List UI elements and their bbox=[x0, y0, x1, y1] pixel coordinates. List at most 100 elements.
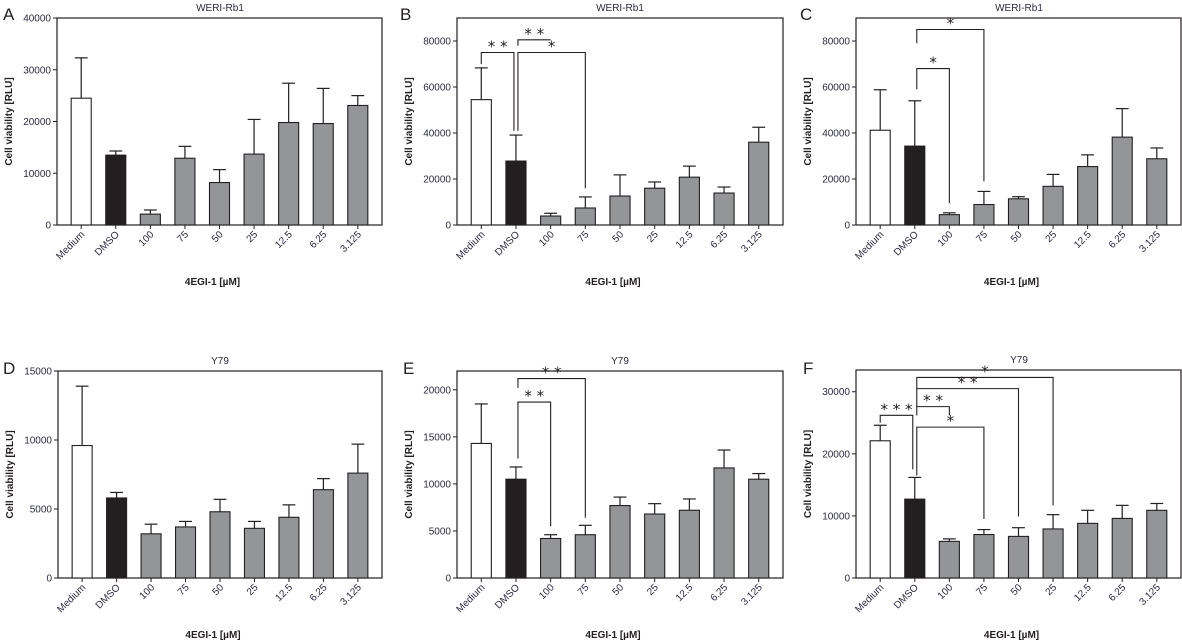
x-tick-label: 100 bbox=[138, 582, 158, 602]
bar-25 bbox=[243, 527, 266, 579]
bar-25 bbox=[1042, 185, 1064, 226]
x-tick-label: 25 bbox=[645, 229, 661, 245]
y-tick-label: 30000 bbox=[822, 387, 850, 398]
x-tick-label: 3.125 bbox=[1137, 582, 1163, 608]
x-tick-label: 12.5 bbox=[1072, 229, 1094, 251]
bar-12-5 bbox=[278, 121, 300, 226]
bar-3-125 bbox=[748, 478, 770, 579]
x-tick-label: 100 bbox=[537, 229, 557, 249]
bar-50 bbox=[1007, 535, 1030, 579]
bar-75 bbox=[973, 203, 995, 226]
significance-stars: * bbox=[981, 362, 989, 380]
x-tick-label: 75 bbox=[974, 582, 990, 598]
y-tick-label: 40000 bbox=[23, 14, 51, 25]
bar-medium bbox=[470, 99, 492, 226]
panel-title: WERI-Rb1 bbox=[995, 3, 1043, 14]
x-tick-label: 50 bbox=[1009, 229, 1025, 245]
x-axis-title: 4EGI-1 [µM] bbox=[585, 277, 640, 288]
y-tick-label: 80000 bbox=[423, 37, 451, 48]
y-tick-label: 20000 bbox=[423, 385, 451, 396]
bar-medium bbox=[470, 442, 492, 579]
x-tick-label: DMSO bbox=[94, 582, 123, 611]
bar-medium bbox=[869, 129, 891, 226]
significance-stars: * * bbox=[524, 387, 544, 405]
bar-75 bbox=[174, 157, 196, 226]
bar-50 bbox=[208, 182, 231, 226]
x-tick-label: 75 bbox=[576, 229, 592, 245]
significance-stars: * bbox=[947, 412, 955, 430]
bar-12-5 bbox=[1077, 522, 1099, 579]
bar-75 bbox=[973, 533, 995, 579]
bar-12-5 bbox=[678, 176, 700, 226]
y-tick-label: 15000 bbox=[423, 432, 451, 443]
x-axis-title: 4EGI-1 [µM] bbox=[984, 277, 1039, 288]
x-tick-label: 6.25 bbox=[709, 229, 731, 251]
bar-6-25 bbox=[1111, 517, 1133, 579]
significance-stars: * bbox=[947, 15, 955, 33]
x-tick-label: 3.125 bbox=[739, 582, 765, 608]
x-tick-label: 6.25 bbox=[308, 229, 330, 251]
x-tick-label: 12.5 bbox=[1072, 582, 1094, 604]
x-tick-label: 25 bbox=[245, 582, 261, 598]
panel-title: WERI-Rb1 bbox=[596, 3, 644, 14]
panel-d: D Y79 0 5000 10000 15000 Cell viability [RLU] M… bbox=[3, 356, 383, 641]
x-axis-title: 4EGI-1 [µM] bbox=[185, 277, 240, 288]
significance-bracket bbox=[916, 68, 950, 204]
bar-6-25 bbox=[713, 192, 735, 226]
bar-6-25 bbox=[312, 123, 334, 226]
x-axis-title: 4EGI-1 [µM] bbox=[585, 630, 640, 641]
panel-title: Y79 bbox=[611, 356, 629, 367]
bar-12-5 bbox=[1077, 166, 1099, 226]
bar-dmso bbox=[904, 498, 926, 579]
x-tick-label: Medium bbox=[853, 229, 886, 262]
x-tick-label: 25 bbox=[1044, 582, 1060, 598]
y-tick-label: 10000 bbox=[423, 479, 451, 490]
significance-stars: * * bbox=[958, 374, 978, 392]
bar-50 bbox=[209, 511, 231, 579]
bar-medium bbox=[869, 440, 891, 579]
x-tick-label: DMSO bbox=[892, 582, 921, 611]
x-tick-label: 6.25 bbox=[1107, 582, 1129, 604]
bar-100 bbox=[140, 533, 162, 579]
x-tick-label: 50 bbox=[1009, 582, 1025, 598]
x-tick-label: 6.25 bbox=[308, 582, 330, 604]
significance-stars: * * bbox=[542, 364, 562, 382]
x-tick-label: 12.5 bbox=[674, 229, 696, 251]
bar-dmso bbox=[106, 497, 128, 579]
bar-12-5 bbox=[278, 516, 300, 579]
significance-stars: * bbox=[548, 38, 556, 56]
x-tick-label: 6.25 bbox=[1107, 229, 1129, 251]
panel-title: WERI-Rb1 bbox=[196, 3, 244, 14]
x-tick-label: 100 bbox=[537, 582, 557, 602]
y-axis-title: Cell viability [RLU] bbox=[4, 77, 15, 165]
panel-title: Y79 bbox=[211, 356, 229, 367]
panel-letter: B bbox=[400, 5, 411, 24]
x-tick-label: 75 bbox=[576, 582, 592, 598]
x-axis-title: 4EGI-1 [µM] bbox=[984, 630, 1039, 641]
bar-3-125 bbox=[1146, 158, 1168, 226]
y-tick-label: 0 bbox=[445, 574, 451, 585]
bar-3-125 bbox=[347, 472, 369, 579]
x-tick-label: Medium bbox=[853, 582, 886, 615]
bar-25 bbox=[644, 513, 666, 579]
x-tick-label: 75 bbox=[176, 582, 192, 598]
bar-75 bbox=[574, 207, 596, 226]
x-tick-label: Medium bbox=[55, 582, 88, 615]
x-axis-title: 4EGI-1 [µM] bbox=[185, 630, 240, 641]
y-tick-label: 0 bbox=[46, 574, 52, 585]
y-tick-label: 20000 bbox=[423, 175, 451, 186]
bar-3-125 bbox=[748, 141, 770, 226]
bar-100 bbox=[139, 213, 161, 226]
x-tick-label: 100 bbox=[137, 229, 157, 249]
x-tick-label: 12.5 bbox=[274, 582, 296, 604]
significance-bracket bbox=[517, 377, 586, 518]
significance-bracket bbox=[517, 39, 551, 46]
bar-dmso bbox=[105, 154, 127, 226]
significance-stars: * * bbox=[923, 392, 943, 410]
y-tick-label: 20000 bbox=[822, 175, 850, 186]
bar-100 bbox=[540, 215, 562, 226]
y-axis-title: Cell viability [RLU] bbox=[803, 430, 814, 518]
x-tick-label: 25 bbox=[1044, 229, 1060, 245]
y-tick-label: 20000 bbox=[23, 117, 51, 128]
